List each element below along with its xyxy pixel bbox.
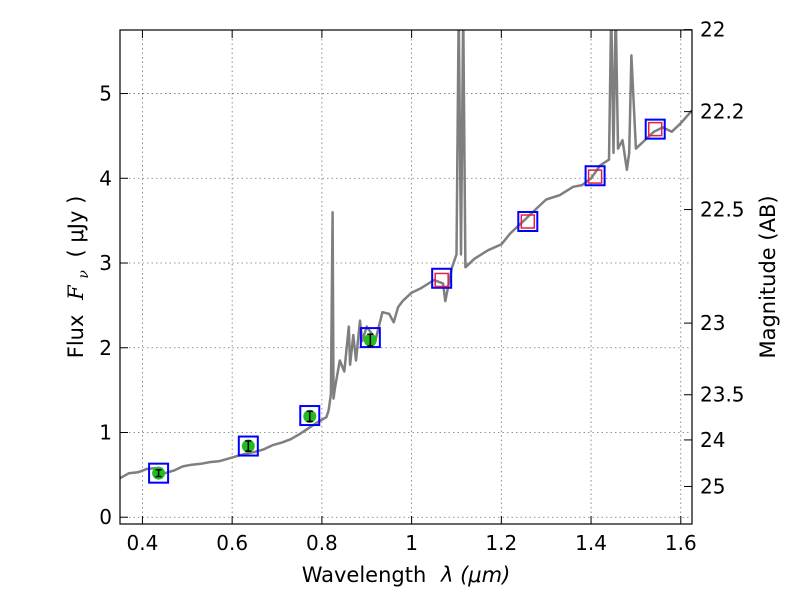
y2-tick-label: 22: [700, 18, 725, 42]
grid-lines: [120, 30, 692, 524]
y-axis-label-unit: ( μJy ): [64, 196, 88, 258]
y2-tick-label: 23.5: [700, 383, 745, 407]
model-photometry-point: [517, 210, 539, 232]
y-axis-label: Flux F ν ( μJy ): [64, 196, 93, 359]
model-spectrum-line: [120, 30, 692, 480]
x-axis-label-text: Wavelength: [302, 563, 427, 587]
x-axis-label: Wavelength λ (μm): [302, 563, 511, 587]
upper-limit-point: [520, 214, 536, 229]
y-axis-label-sub: ν: [76, 270, 92, 279]
upper-limit-point: [434, 272, 449, 288]
axis-tick-labels: 0.4 0.6 0.8 1 1.2 1.4 1.60123452222.222.52323.…: [99, 18, 744, 555]
y2-tick-label: 23: [700, 311, 725, 335]
x-tick-label: 1.6: [665, 531, 697, 555]
model-photometry-point: [584, 165, 606, 187]
model-photometry-point: [431, 267, 453, 289]
x-tick-label: 1: [405, 531, 418, 555]
y-tick-label: 2: [99, 336, 112, 360]
y-axis-label-text: Flux: [64, 315, 88, 359]
plot-area: [120, 30, 692, 484]
axis-ticks: [120, 29, 692, 524]
upper-limit-point: [587, 169, 603, 184]
model-photometry-point: [237, 435, 259, 457]
x-tick-label: 0.6: [216, 531, 248, 555]
y-tick-label: 1: [99, 420, 112, 444]
upper-limit-point: [647, 121, 663, 137]
model-photometry-point: [299, 405, 321, 427]
y-tick-label: 4: [99, 166, 112, 190]
y-tick-label: 3: [99, 251, 112, 275]
y2-tick-label: 24: [700, 428, 725, 452]
model-photometry-point: [359, 327, 381, 349]
plot-frame: [119, 29, 693, 525]
x-axis-label-math: λ (μm): [440, 563, 510, 587]
y-tick-label: 0: [99, 505, 112, 529]
model-photometry-point: [148, 462, 170, 484]
y2-tick-label: 22.5: [700, 198, 745, 222]
y2-axis-label: Magnitude (AB): [756, 195, 780, 358]
x-tick-label: 1.2: [485, 531, 517, 555]
model-photometry-point: [644, 118, 666, 140]
y-tick-label: 5: [99, 82, 112, 106]
y2-tick-label: 25: [700, 474, 725, 498]
x-tick-label: 0.4: [127, 531, 159, 555]
x-tick-label: 1.4: [575, 531, 607, 555]
y-axis-label-math: F: [64, 284, 88, 301]
y2-tick-label: 22.2: [700, 100, 745, 124]
x-tick-label: 0.8: [306, 531, 338, 555]
